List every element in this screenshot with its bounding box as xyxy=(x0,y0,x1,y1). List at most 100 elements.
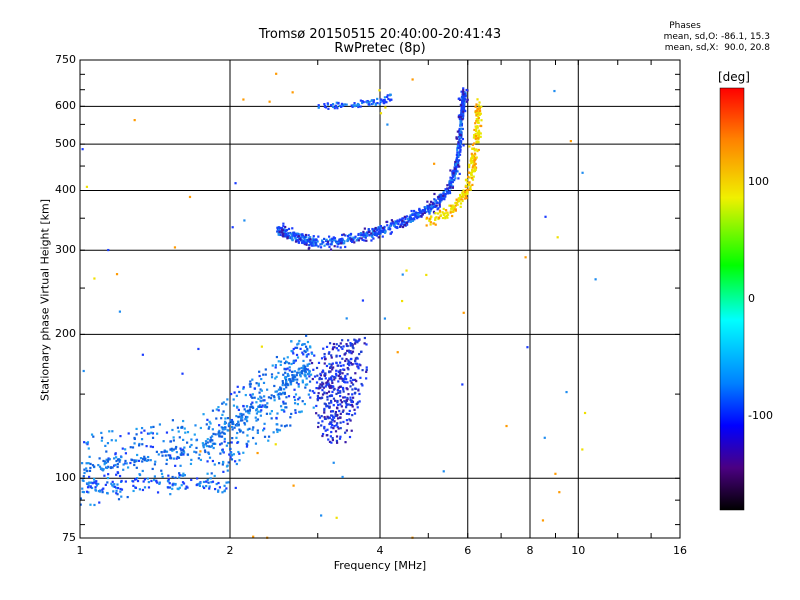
echo-point xyxy=(231,422,234,425)
echo-point xyxy=(347,393,350,396)
echo-point xyxy=(262,381,266,385)
echo-point xyxy=(405,221,408,224)
echo-point xyxy=(384,106,387,109)
echo-point xyxy=(261,429,265,432)
echo-point xyxy=(299,410,302,414)
echo-point xyxy=(225,481,228,484)
echo-point xyxy=(339,105,343,108)
echo-point xyxy=(418,211,422,214)
echo-point xyxy=(342,368,345,371)
echo-point xyxy=(440,199,443,202)
echo-point xyxy=(273,396,276,399)
echo-point xyxy=(347,359,350,362)
echo-point xyxy=(456,160,460,164)
echo-point xyxy=(241,419,244,422)
echo-point xyxy=(257,384,260,387)
echo-point xyxy=(458,153,462,156)
echo-point xyxy=(465,100,468,103)
echo-point xyxy=(317,425,320,429)
echo-point xyxy=(223,484,226,487)
echo-point xyxy=(151,445,155,449)
echo-point xyxy=(129,461,132,465)
echo-point xyxy=(346,344,349,348)
echo-point xyxy=(330,430,333,434)
echo-point xyxy=(221,431,224,434)
echo-point xyxy=(277,388,280,391)
echo-point xyxy=(346,388,349,391)
echo-point xyxy=(368,234,371,237)
echo-point xyxy=(234,182,237,185)
echo-point xyxy=(395,222,398,225)
echo-point xyxy=(324,358,327,361)
echo-point xyxy=(242,404,245,408)
echo-point xyxy=(326,428,329,431)
echo-point xyxy=(328,342,332,345)
echo-point xyxy=(284,378,288,381)
echo-point xyxy=(296,356,300,359)
echo-point xyxy=(83,468,86,471)
echo-point xyxy=(317,392,320,395)
echo-point xyxy=(390,231,393,234)
echo-point xyxy=(409,214,412,217)
echo-point xyxy=(343,380,346,384)
echo-point xyxy=(463,99,466,103)
echo-point xyxy=(460,136,463,139)
echo-point xyxy=(103,460,107,463)
echo-point xyxy=(227,481,230,484)
echo-point xyxy=(253,396,256,399)
echo-point xyxy=(332,404,335,407)
echo-point xyxy=(290,340,293,343)
y-tick-label: 500 xyxy=(55,137,76,151)
echo-point xyxy=(457,141,460,144)
echo-point xyxy=(349,403,352,407)
echo-point xyxy=(345,378,348,381)
echo-point xyxy=(477,111,480,114)
echo-point xyxy=(460,124,463,127)
echo-point xyxy=(391,220,394,223)
echo-point xyxy=(448,204,451,207)
echo-point xyxy=(400,223,403,226)
echo-point xyxy=(339,368,342,372)
echo-point xyxy=(245,420,249,423)
echo-point xyxy=(335,354,338,357)
echo-point xyxy=(270,417,273,420)
echo-point xyxy=(279,363,282,367)
echo-point xyxy=(227,425,231,428)
echo-point xyxy=(211,480,215,483)
echo-point xyxy=(317,387,320,390)
echo-point xyxy=(145,459,148,462)
echo-point xyxy=(411,213,414,216)
echo-point xyxy=(449,184,452,188)
echo-point xyxy=(357,367,360,370)
echo-point xyxy=(331,385,334,388)
echo-point xyxy=(279,388,283,391)
echo-point xyxy=(417,213,420,216)
echo-point xyxy=(456,156,459,159)
echo-point xyxy=(456,149,459,152)
echo-point xyxy=(330,356,333,359)
echo-point xyxy=(346,239,349,242)
echo-point xyxy=(345,103,348,106)
echo-point xyxy=(378,228,381,231)
echo-point xyxy=(180,453,183,456)
echo-point xyxy=(234,460,237,463)
echo-point xyxy=(459,115,463,118)
echo-point xyxy=(433,204,436,207)
echo-point xyxy=(321,432,325,436)
echo-point xyxy=(132,480,135,483)
echo-point xyxy=(306,368,309,371)
echo-point xyxy=(292,352,295,355)
echo-point xyxy=(183,427,186,430)
echo-point xyxy=(382,229,385,232)
echo-point xyxy=(89,466,92,470)
echo-point xyxy=(136,479,140,483)
echo-point xyxy=(239,412,242,416)
echo-point xyxy=(165,462,168,466)
echo-point xyxy=(341,357,344,360)
echo-point xyxy=(328,245,331,249)
echo-point xyxy=(342,377,346,380)
echo-point xyxy=(367,103,371,106)
echo-point xyxy=(317,104,320,107)
y-tick-label: 200 xyxy=(55,327,76,341)
echo-point xyxy=(332,388,336,391)
